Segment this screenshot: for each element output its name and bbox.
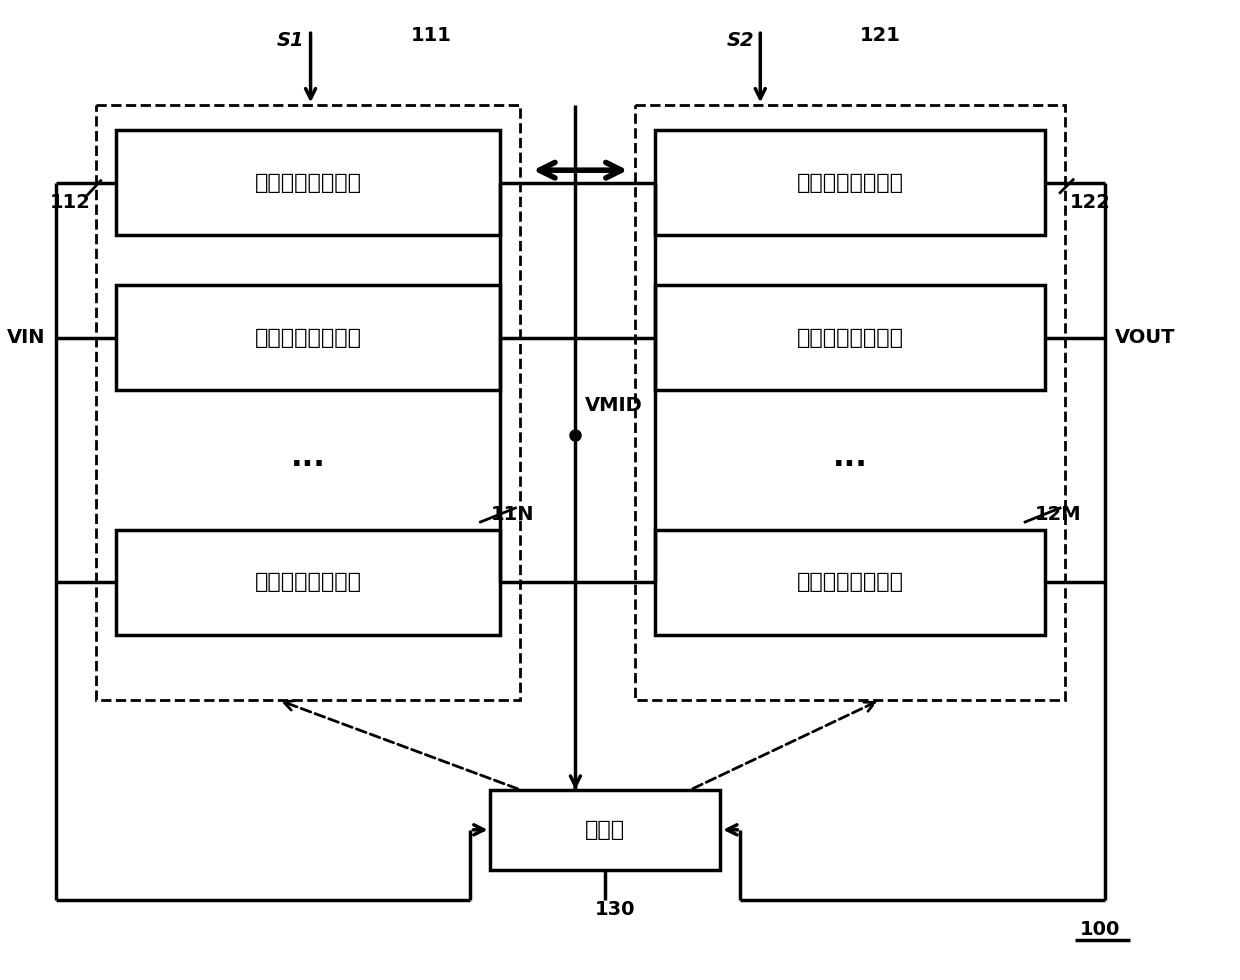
Text: 第一级电压转换器: 第一级电压转换器	[254, 172, 362, 193]
Text: VIN: VIN	[7, 328, 46, 347]
Text: 第二级电压转换器: 第二级电压转换器	[797, 572, 904, 593]
Bar	[115, 285, 501, 390]
Text: 第二级电压转换器: 第二级电压转换器	[797, 172, 904, 193]
Text: 第一级电压转换器: 第一级电压转换器	[254, 327, 362, 348]
Text: 100: 100	[1080, 920, 1121, 939]
Bar	[115, 130, 501, 235]
Bar	[115, 530, 501, 635]
Bar	[656, 530, 1045, 635]
Text: 第一级电压转换器: 第一级电压转换器	[254, 572, 362, 593]
Text: 122: 122	[1070, 193, 1111, 213]
Text: 130: 130	[595, 901, 636, 919]
Text: VMID: VMID	[585, 396, 644, 415]
Bar	[95, 105, 521, 700]
Text: 第二级电压转换器: 第二级电压转换器	[797, 327, 904, 348]
Bar	[656, 130, 1045, 235]
Text: 12M: 12M	[1035, 506, 1081, 524]
Text: 11N: 11N	[491, 506, 534, 524]
Text: 121: 121	[861, 25, 901, 45]
Bar	[656, 285, 1045, 390]
Text: 111: 111	[410, 25, 451, 45]
Text: ···: ···	[833, 451, 868, 479]
Text: S2: S2	[727, 30, 754, 50]
Bar	[635, 105, 1065, 700]
Text: VOUT: VOUT	[1115, 328, 1176, 347]
Text: ···: ···	[290, 451, 326, 479]
Text: S1: S1	[277, 30, 304, 50]
Text: 112: 112	[50, 193, 91, 213]
Text: 控制器: 控制器	[585, 820, 625, 840]
Bar	[491, 790, 720, 870]
